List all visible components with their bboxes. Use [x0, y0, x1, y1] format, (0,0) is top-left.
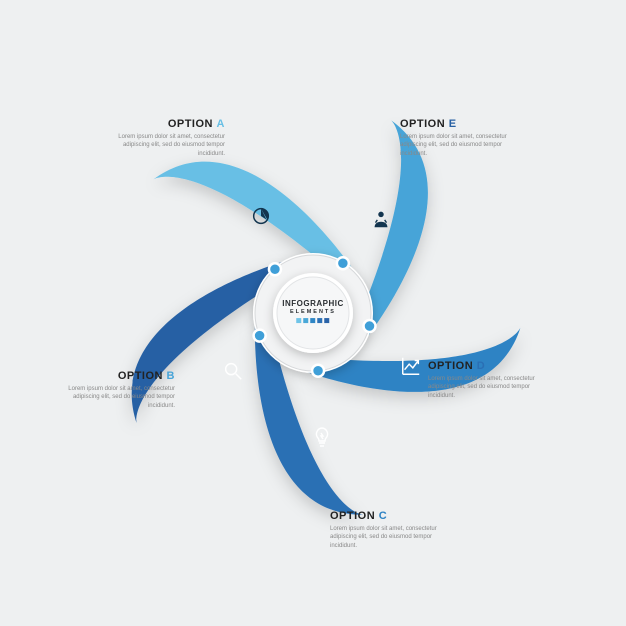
- option-body: Lorem ipsum dolor sit amet, consectetur …: [428, 375, 548, 400]
- palette-sq: [318, 318, 323, 323]
- palette-sq: [325, 318, 330, 323]
- option-title: OPTION D: [428, 360, 548, 372]
- option-body: Lorem ipsum dolor sit amet, consectetur …: [55, 385, 175, 410]
- label-option-e: OPTION E Lorem ipsum dolor sit amet, cons…: [400, 118, 520, 158]
- ring-node: [254, 330, 266, 342]
- label-option-b: OPTION B Lorem ipsum dolor sit amet, cons…: [55, 370, 175, 410]
- palette-sq: [297, 318, 302, 323]
- palette-sq: [304, 318, 309, 323]
- option-title: OPTION A: [105, 118, 225, 130]
- ring-node: [269, 263, 281, 275]
- option-title: OPTION B: [55, 370, 175, 382]
- palette-sq: [311, 318, 316, 323]
- center-title-line2: ELEMENTS: [282, 309, 344, 315]
- option-title: OPTION C: [330, 510, 450, 522]
- center-palette: [282, 318, 344, 323]
- ring-node: [364, 320, 376, 332]
- center-title-line1: INFOGRAPHIC: [282, 299, 344, 308]
- option-body: Lorem ipsum dolor sit amet, consectetur …: [105, 133, 225, 158]
- center-title: INFOGRAPHIC ELEMENTS: [282, 299, 344, 323]
- option-body: Lorem ipsum dolor sit amet, consectetur …: [400, 133, 520, 158]
- label-option-c: OPTION C Lorem ipsum dolor sit amet, cons…: [330, 510, 450, 550]
- label-option-d: OPTION D Lorem ipsum dolor sit amet, cons…: [428, 360, 548, 400]
- ring-node: [337, 257, 349, 269]
- option-title: OPTION E: [400, 118, 520, 130]
- ring-node: [312, 365, 324, 377]
- label-option-a: OPTION A Lorem ipsum dolor sit amet, cons…: [105, 118, 225, 158]
- infographic-root: { "type": "radial-petal-infographic", "c…: [0, 0, 626, 626]
- option-body: Lorem ipsum dolor sit amet, consectetur …: [330, 525, 450, 550]
